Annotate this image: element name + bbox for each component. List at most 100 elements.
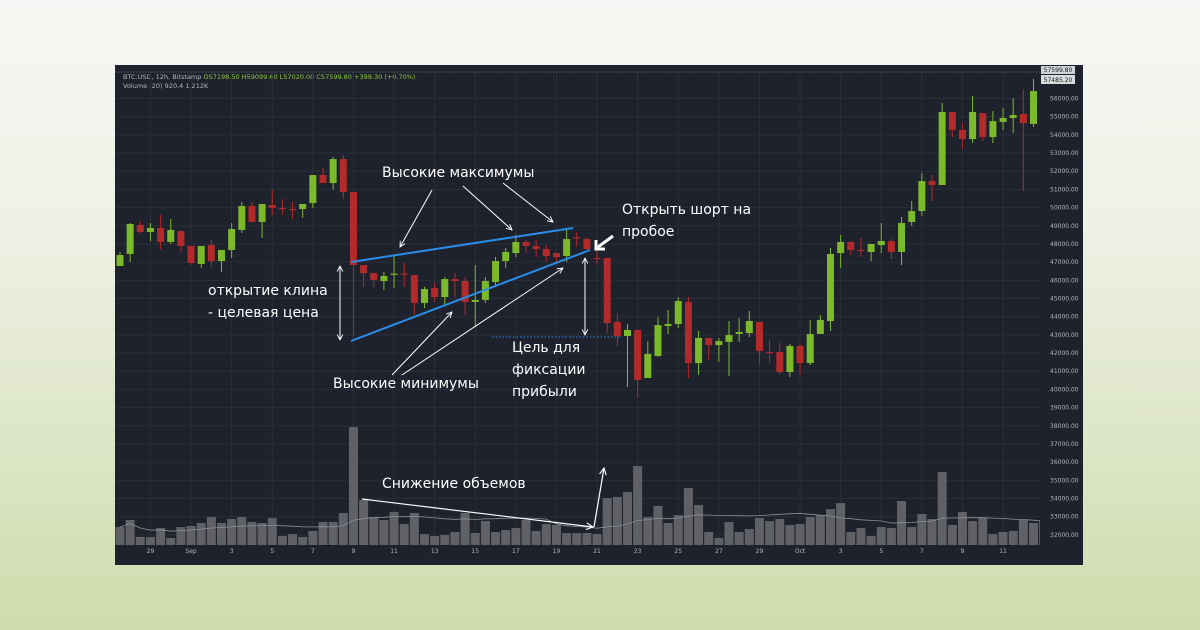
candle-body <box>157 227 165 242</box>
time-axis[interactable]: 29 Sep 3 5 7 9 11 13 15 17 19 21 23 25 27 29 Oct 3 5 7 9 11 <box>147 548 1007 555</box>
candle-down <box>522 239 530 254</box>
candle-up <box>167 219 175 244</box>
arrow-icon <box>400 189 433 247</box>
volume-bar <box>947 524 957 545</box>
volume-bar <box>298 536 308 545</box>
volume-bar <box>389 511 399 545</box>
candle-down <box>847 241 855 256</box>
candle-up <box>299 203 307 218</box>
candle-down <box>248 201 256 222</box>
candle-body <box>654 325 662 356</box>
candle-up <box>421 287 428 308</box>
x-tick-label: 27 <box>715 548 723 555</box>
x-tick-label: 5 <box>270 548 274 555</box>
candle-down <box>887 239 895 260</box>
candle-up <box>806 319 814 366</box>
candle-body <box>289 209 297 211</box>
candle-body <box>674 301 682 324</box>
candle-up <box>867 243 875 262</box>
volume-bar <box>724 521 734 545</box>
x-tick-label: 9 <box>961 548 965 555</box>
volume-bar <box>1018 520 1028 545</box>
volume-bar <box>937 472 947 545</box>
close-value: C57599.80 <box>316 73 352 81</box>
volume-bar <box>785 524 795 545</box>
candle-up <box>309 175 317 208</box>
candle-up <box>197 245 205 268</box>
volume-label: Volume (20) <box>123 82 163 90</box>
candle-body <box>908 211 916 222</box>
volume-bar <box>775 518 785 545</box>
candle-up <box>674 297 682 328</box>
price-label-other: 57485.20 <box>1041 75 1075 84</box>
candle-body <box>542 249 550 256</box>
volume-bar <box>125 520 135 545</box>
volume-bar <box>491 531 501 545</box>
low-value: L57020.00 <box>279 73 315 81</box>
candle-up <box>877 223 885 254</box>
volume-bar <box>288 534 298 545</box>
volume-bar <box>836 503 846 545</box>
volume-bar <box>633 465 643 545</box>
y-tick-label: 48000.00 <box>1050 241 1079 248</box>
y-tick-label: 49000.00 <box>1050 223 1079 230</box>
candle-body <box>1030 91 1037 124</box>
candle-body <box>827 253 834 322</box>
candle-down <box>634 329 642 398</box>
candle-body <box>471 299 479 302</box>
volume-bar <box>541 524 551 545</box>
candle-body <box>177 231 185 246</box>
candle-down <box>319 167 327 184</box>
candle-body <box>816 319 824 334</box>
volume-bar <box>399 524 409 545</box>
breakout-arrow-icon <box>597 234 614 249</box>
volume-bar <box>846 531 856 545</box>
candle-down <box>552 253 560 262</box>
candle-down <box>157 215 165 250</box>
y-tick-label: 37000.00 <box>1050 441 1079 448</box>
volume-bar <box>826 509 835 545</box>
candle-body <box>1019 113 1027 124</box>
candle-body <box>847 241 855 250</box>
candle-body <box>755 321 763 352</box>
y-tick-label: 44000.00 <box>1050 314 1079 321</box>
x-tick-label: 5 <box>879 548 883 555</box>
candle-body <box>776 351 784 372</box>
candle-down <box>776 343 784 374</box>
candle-body <box>695 337 703 364</box>
volume-spike-arrow-icon <box>593 468 604 528</box>
candle-down <box>593 249 601 266</box>
volume-bar <box>135 536 145 545</box>
volume-bar <box>866 536 876 545</box>
wedge-open-label-line1: открытие клина <box>208 283 328 299</box>
x-tick-label: 11 <box>390 548 398 555</box>
volume-bar <box>308 530 318 545</box>
volume-bar <box>521 520 531 545</box>
x-tick-label: 3 <box>230 548 234 555</box>
candle-body <box>370 273 378 280</box>
price-axis[interactable]: 56000.00 55000.00 54000.00 53000.00 52000.00… <box>1050 96 1079 539</box>
candle-body <box>969 111 977 140</box>
candle-body <box>999 117 1007 122</box>
candle-up <box>989 111 997 144</box>
volume-bar <box>694 505 704 545</box>
candle-up <box>664 309 672 334</box>
volume-bar <box>247 521 257 545</box>
candle-body <box>573 237 581 239</box>
volume-bar <box>592 534 602 545</box>
volume-bar <box>988 534 998 545</box>
volume-bar <box>480 521 490 545</box>
candle-down <box>857 237 865 258</box>
candle-body <box>349 191 357 266</box>
candle-up <box>654 317 662 358</box>
volume-bar <box>968 521 978 545</box>
candle-body <box>400 273 408 275</box>
volume-bar <box>166 537 176 545</box>
volume-bar <box>623 492 632 545</box>
candle-body <box>441 279 449 298</box>
candle-up <box>999 107 1007 130</box>
candle-body <box>512 241 520 254</box>
candle-body <box>705 337 713 346</box>
candle-body <box>502 251 510 262</box>
